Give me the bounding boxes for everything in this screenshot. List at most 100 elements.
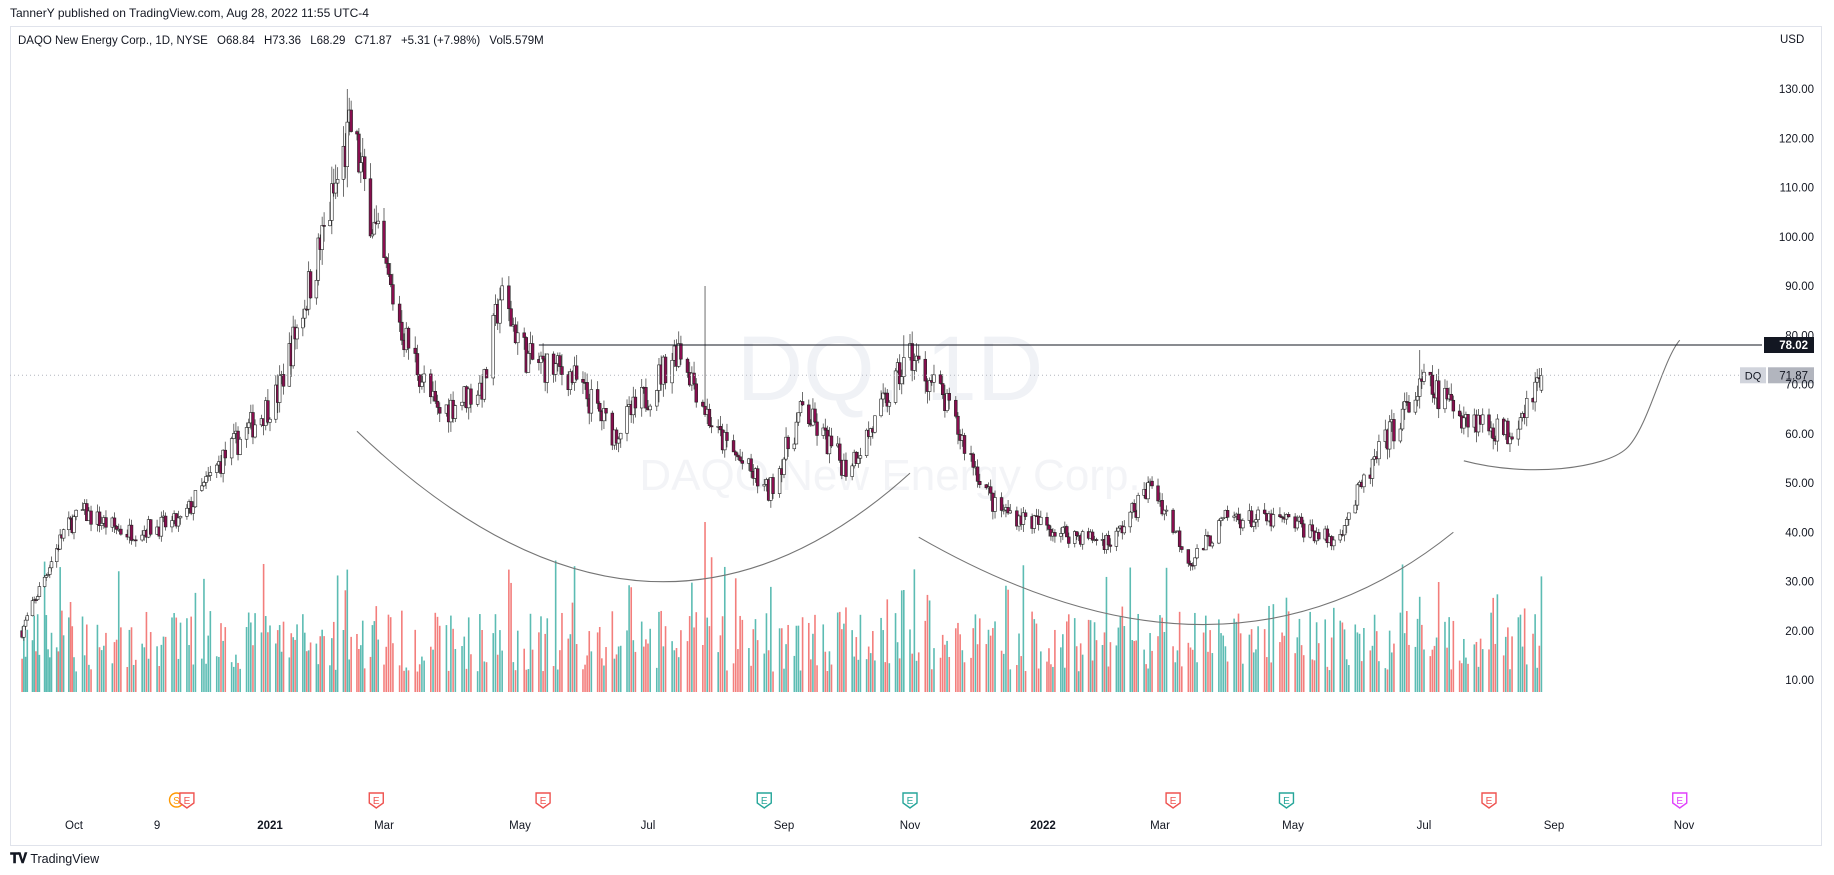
candle-body: [1402, 401, 1407, 410]
earnings-event-marker: E: [1165, 792, 1181, 809]
candle-body: [301, 317, 305, 329]
candle-body: [1428, 371, 1432, 376]
volume-bar: [1315, 622, 1318, 692]
volume-bar: [1095, 640, 1098, 692]
volume-bar: [385, 646, 388, 692]
candle-body: [1355, 484, 1360, 506]
time-axis[interactable]: Oct 9 2021 Mar May Jul Sep Nov 2022 Mar May Jul Sep N…: [65, 820, 1694, 832]
volume-bar: [1224, 646, 1227, 692]
volume-bar: [1371, 645, 1374, 692]
price-axis[interactable]: 10.00 20.00 30.00 40.00 50.00 60.00 70.00 80.00…: [1779, 84, 1814, 687]
volume-bar: [50, 632, 53, 692]
candle-body: [49, 561, 54, 569]
volume-bar: [1079, 643, 1082, 692]
volume-bar: [1423, 649, 1425, 692]
candle-body: [1132, 503, 1136, 512]
volume-bar: [830, 664, 833, 692]
volume-bar: [1075, 646, 1078, 692]
candle-body: [328, 220, 332, 227]
volume-bar: [33, 615, 36, 692]
candle-body: [679, 343, 683, 360]
volume-bar: [36, 614, 39, 692]
candle-body: [545, 353, 549, 383]
volume-bar: [1091, 660, 1094, 692]
volume-bar: [1511, 636, 1513, 692]
candle-body: [927, 380, 932, 392]
currency-label[interactable]: USD: [1780, 34, 1805, 46]
volume-bar: [1135, 640, 1138, 692]
candle-body: [694, 383, 698, 403]
candle-body: [104, 517, 108, 528]
volume-bar: [1369, 650, 1372, 692]
volume-bar: [461, 646, 463, 692]
drawing-annotations[interactable]: [356, 339, 1681, 626]
volume-bar: [1421, 624, 1423, 692]
candle-body: [988, 486, 993, 494]
volume-bar: [1163, 631, 1166, 692]
volume-bar: [626, 630, 628, 692]
volume-bar: [1115, 645, 1118, 692]
volume-bar: [356, 633, 358, 692]
volume-bar: [957, 622, 959, 692]
candle-body: [1310, 524, 1315, 532]
volume-bar: [280, 651, 283, 692]
price-tick-label: 110.00: [1780, 183, 1814, 195]
volume-bar: [841, 629, 843, 692]
earnings-marker-shape: [902, 792, 918, 809]
volume-bar: [254, 613, 256, 692]
volume-bar: [1222, 635, 1225, 692]
cup-curve-left: [356, 430, 911, 583]
volume-bar: [723, 566, 726, 692]
volume-bar: [1408, 644, 1410, 692]
volume-bar: [978, 618, 981, 692]
candle-body: [663, 356, 668, 384]
volume-bar: [319, 636, 322, 692]
volume-bar: [465, 668, 468, 692]
candle-body: [1180, 546, 1184, 550]
volume-bar: [717, 652, 719, 692]
volume-bar: [1052, 666, 1054, 692]
volume-bar: [1283, 635, 1286, 692]
volume-bar: [915, 660, 918, 692]
candle-body: [163, 515, 168, 528]
candle-body: [368, 178, 373, 237]
volume-bar: [963, 662, 966, 692]
candle-body: [305, 308, 309, 311]
volume-bar: [247, 612, 250, 692]
volume-bar: [492, 633, 495, 692]
volume-bar: [1050, 664, 1052, 692]
candle-body: [947, 393, 951, 401]
candle-body: [303, 308, 307, 319]
candle-body: [370, 233, 375, 237]
horizontal-line[interactable]: 78.02 DQ 71.87: [10, 337, 1814, 384]
volume-bar: [853, 656, 856, 692]
candle-body: [1136, 495, 1140, 518]
candle-body: [723, 432, 727, 451]
volume-bar: [510, 582, 512, 692]
volume-bar: [693, 627, 695, 692]
earnings-event-marker: E: [902, 792, 918, 809]
candle-body: [1061, 526, 1065, 534]
candle-body: [1008, 510, 1012, 514]
candle-body: [685, 358, 690, 373]
candle-body: [112, 517, 117, 527]
volume-bar: [432, 649, 434, 692]
volume-bar: [1211, 653, 1214, 692]
volume-bar: [970, 657, 972, 692]
volume-bar: [554, 560, 557, 692]
volume-bar: [224, 627, 227, 692]
volume-bar: [972, 628, 975, 692]
tradingview-logo-icon: 𝐓𝐕: [10, 850, 27, 866]
legend-symbol[interactable]: DAQO New Energy Corp., 1D, NYSE: [18, 35, 208, 47]
volume-bar: [613, 658, 616, 692]
candle-body: [738, 456, 742, 461]
volume-bar: [90, 669, 92, 692]
candle-body: [522, 332, 526, 338]
candle-body: [295, 327, 299, 340]
candle-body: [1262, 509, 1267, 514]
volume-bar: [278, 625, 281, 692]
candle-body: [253, 424, 257, 438]
volume-bar: [1509, 669, 1511, 692]
